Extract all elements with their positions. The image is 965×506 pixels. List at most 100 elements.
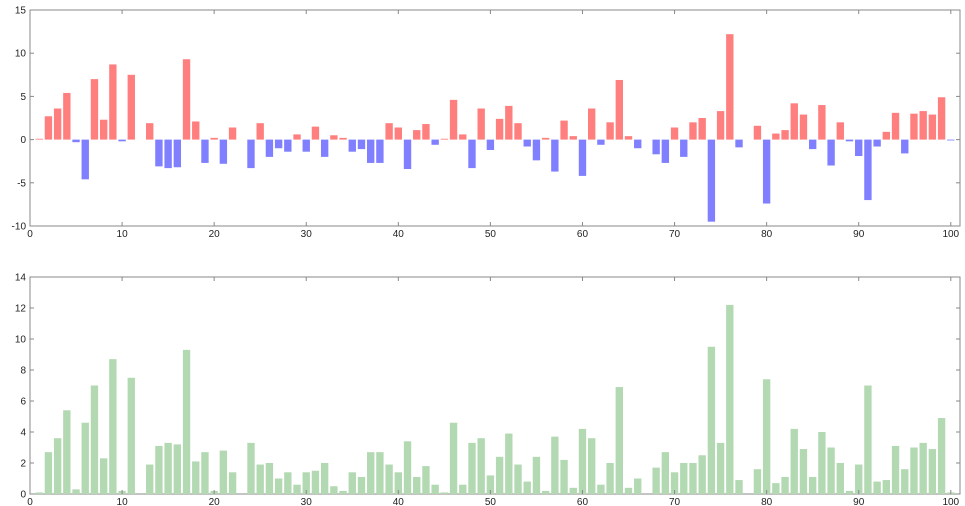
bar-21	[219, 450, 228, 494]
bar-91	[864, 385, 872, 494]
bar-52	[505, 433, 513, 494]
x-tick-label: 80	[761, 229, 773, 240]
bar-41	[403, 441, 412, 494]
bar-2	[44, 116, 53, 140]
y-tick-label: 5	[20, 92, 26, 103]
bar-39	[385, 123, 393, 140]
bar-6	[81, 139, 89, 180]
bar-34	[339, 490, 347, 494]
bar-96	[910, 113, 918, 140]
bar-32	[320, 463, 329, 494]
y-tick-label: 12	[15, 304, 27, 315]
bar-69	[661, 452, 670, 494]
plot-frame	[29, 276, 961, 495]
x-tick-label: 10	[117, 229, 129, 240]
bar-83	[790, 428, 798, 494]
bar-22	[228, 127, 237, 140]
bar-57	[551, 139, 559, 172]
bar-49	[477, 438, 485, 494]
y-tick-label: 0	[20, 490, 26, 501]
bar-60	[578, 428, 587, 494]
bar-34	[339, 137, 347, 140]
y-tick-label: 10	[15, 335, 27, 346]
bar-89	[845, 139, 854, 142]
bar-92	[873, 139, 881, 147]
bar-71	[680, 463, 688, 494]
bar-65	[624, 487, 633, 494]
bar-87	[827, 447, 835, 494]
bar-31	[311, 470, 320, 494]
bar-75	[716, 111, 725, 140]
bar-38	[376, 452, 384, 494]
x-tick-label: 70	[669, 229, 681, 240]
bar-2	[44, 452, 53, 494]
bar-58	[560, 459, 568, 494]
bar-79	[753, 469, 762, 494]
bar-43	[422, 466, 430, 494]
bar-82	[781, 476, 789, 494]
bar-30	[302, 472, 310, 494]
bar-90	[855, 139, 863, 157]
bar-86	[818, 432, 826, 494]
bar-42	[413, 476, 421, 494]
bar-99	[937, 97, 946, 140]
bar-37	[367, 139, 375, 163]
x-tick-label: 0	[27, 497, 33, 506]
bar-11	[127, 377, 135, 494]
x-tick-label: 100	[942, 229, 959, 240]
bar-98	[928, 449, 937, 494]
bar-11	[127, 74, 135, 140]
bar-85	[808, 476, 817, 494]
bar-5	[72, 489, 80, 494]
bar-18	[192, 121, 200, 140]
y-tick-label: -5	[17, 178, 26, 189]
bar-64	[615, 79, 623, 140]
bar-54	[523, 139, 531, 147]
bar-94	[891, 112, 900, 140]
bar-10	[118, 139, 126, 142]
bar-33	[330, 486, 338, 494]
bar-35	[348, 139, 356, 152]
bar-4	[63, 410, 71, 494]
bar-86	[818, 105, 826, 140]
bar-42	[413, 130, 421, 140]
bar-77	[735, 139, 743, 148]
bar-84	[799, 449, 808, 494]
bar-6	[81, 422, 89, 494]
bar-47	[459, 134, 467, 140]
bar-31	[311, 126, 320, 140]
bar-62	[597, 484, 605, 494]
bar-26	[265, 139, 274, 157]
plot-frame	[29, 9, 961, 227]
y-tick-label: 8	[20, 366, 26, 377]
bar-75	[716, 442, 725, 494]
bar-25	[256, 464, 264, 494]
bar-62	[597, 139, 605, 145]
bar-71	[680, 139, 688, 157]
bar-92	[873, 481, 881, 494]
bar-94	[891, 445, 900, 494]
y-tick-label: 14	[15, 273, 27, 284]
x-tick-label: 80	[761, 497, 773, 506]
x-tick-label: 10	[117, 497, 129, 506]
bar-39	[385, 464, 393, 494]
bar-50	[486, 139, 495, 150]
bar-72	[689, 122, 697, 140]
bar-1	[35, 138, 43, 140]
bar-1	[35, 492, 43, 494]
y-tick-label: 6	[20, 397, 26, 408]
bar-43	[422, 124, 430, 140]
bar-46	[449, 99, 458, 140]
bar-66	[634, 139, 642, 149]
bar-46	[449, 422, 458, 494]
bar-17	[182, 349, 191, 494]
bar-50	[486, 475, 495, 494]
bar-56	[541, 137, 550, 140]
bar-37	[367, 452, 375, 494]
y-tick-label: 2	[20, 459, 26, 470]
bar-27	[274, 139, 283, 149]
bar-47	[459, 484, 467, 494]
bar-27	[274, 478, 283, 494]
bar-53	[514, 464, 522, 494]
